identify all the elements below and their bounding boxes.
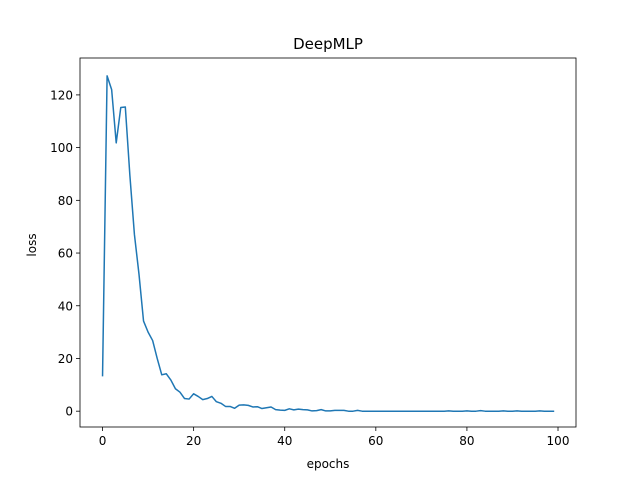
x-axis-ticks: 0 20 40 60 80 100 [99,427,570,448]
y-tick-label: 20 [58,352,73,366]
y-tick-label: 60 [58,247,73,261]
y-tick-label: 0 [65,405,73,419]
x-tick-label: 60 [368,434,383,448]
loss-series-line [101,75,555,412]
y-tick-label: 100 [50,141,73,155]
x-tick-label: 100 [547,434,570,448]
x-tick-label: 40 [277,434,292,448]
y-tick-label: 80 [58,194,73,208]
chart-title: DeepMLP [293,35,363,53]
x-tick-label: 0 [99,434,107,448]
series-lines [101,75,555,412]
y-tick-label: 40 [58,299,73,313]
x-tick-label: 20 [186,434,201,448]
x-tick-label: 80 [459,434,474,448]
x-axis-label: epochs [307,457,350,471]
y-axis-ticks: 0 20 40 60 80 100 120 [50,88,80,419]
y-tick-label: 120 [50,88,73,102]
plot-frame [79,57,577,428]
y-axis-label: loss [25,233,39,256]
